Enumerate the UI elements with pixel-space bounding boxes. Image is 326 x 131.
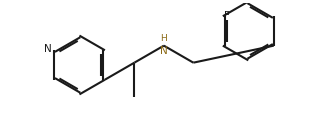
Text: N: N [44,44,52,54]
Text: H: H [160,34,167,43]
Text: F: F [224,11,230,21]
Text: N: N [160,46,168,56]
